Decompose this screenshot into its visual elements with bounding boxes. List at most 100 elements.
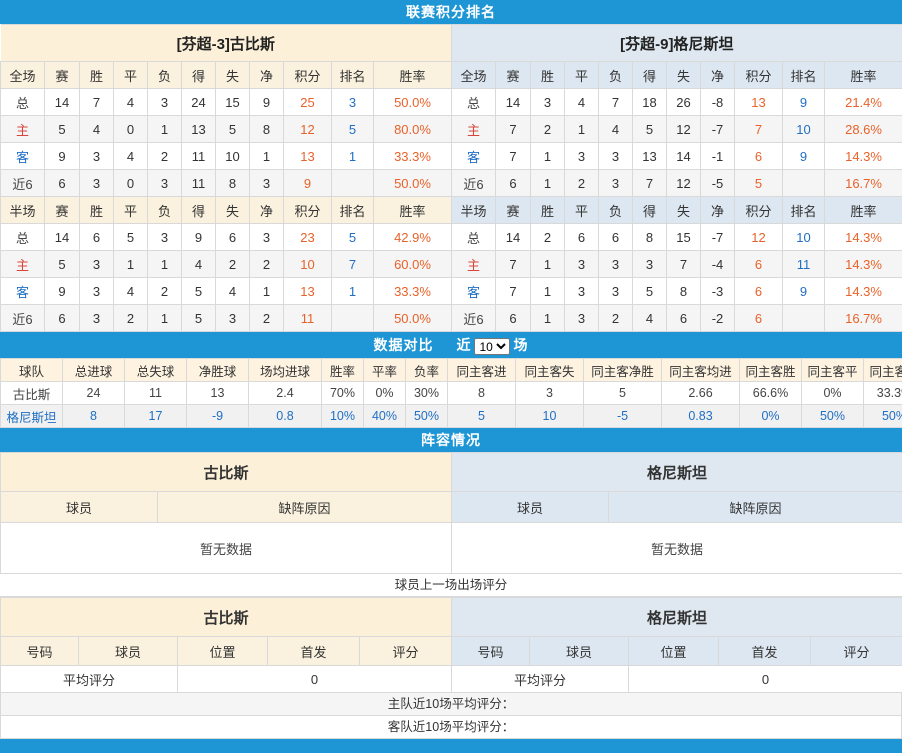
cell-loss: 1 — [148, 305, 182, 332]
cmp-cell: 0.8 — [249, 405, 322, 428]
col-header-draw: 平 — [565, 62, 599, 89]
recent-prefix-label: 近 — [456, 337, 471, 353]
cell-winrate: 14.3% — [825, 251, 902, 278]
cell-ga: 8 — [667, 278, 701, 305]
cmp-col-win-rate: 胜率 — [322, 359, 364, 382]
cmp-cell: -5 — [584, 405, 662, 428]
cell-winrate: 21.4% — [825, 89, 902, 116]
col-header-goal-diff: 净 — [701, 62, 735, 89]
cell-gd: 1 — [250, 278, 284, 305]
col-header-rank: 排名 — [783, 62, 825, 89]
cmp-col-team: 球队 — [1, 359, 63, 382]
col-header-goals-for: 得 — [633, 197, 667, 224]
cell-win: 3 — [80, 143, 114, 170]
cell-winrate: 14.3% — [825, 224, 902, 251]
cell-winrate: 50.0% — [374, 170, 452, 197]
ratings-away-avg-value: 0 — [629, 666, 902, 693]
rating-col-score: 评分 — [360, 637, 452, 666]
cell-loss: 3 — [148, 224, 182, 251]
cell-draw: 5 — [114, 224, 148, 251]
cmp-cell: 0% — [740, 405, 802, 428]
cell-ga: 6 — [216, 224, 250, 251]
cell-points: 13 — [284, 278, 332, 305]
cell-draw: 4 — [114, 278, 148, 305]
row-label: 总 — [452, 89, 496, 116]
cell-loss: 3 — [148, 89, 182, 116]
lineup-col-reason: 缺阵原因 — [609, 492, 902, 523]
table-row: 主 5 3 1 1 4 2 2 10 7 60.0% — [1, 251, 452, 278]
cell-loss: 1 — [148, 251, 182, 278]
cell-rank: 5 — [332, 116, 374, 143]
cmp-cell: 2.66 — [662, 382, 740, 405]
col-header-win: 胜 — [80, 197, 114, 224]
cell-gd: -2 — [701, 305, 735, 332]
cell-win: 7 — [80, 89, 114, 116]
cell-gf: 11 — [182, 170, 216, 197]
cell-played: 14 — [45, 224, 80, 251]
row-label: 总 — [1, 89, 45, 116]
cell-played: 9 — [45, 278, 80, 305]
rating-col-starter: 首发 — [268, 637, 360, 666]
row-label: 近6 — [1, 305, 45, 332]
lineup-home-column: 古比斯 球员 缺阵原因 暂无数据 — [0, 452, 451, 574]
recent-matches-select[interactable]: 10620 — [474, 338, 510, 355]
lineup-section-header: 阵容情况 — [0, 428, 902, 452]
away-full-header-row: 全场 赛 胜 平 负 得 失 净 积分 排名 胜率 — [452, 62, 902, 89]
cell-gd: 2 — [250, 251, 284, 278]
recent-matches-selector[interactable]: 近10620场 — [456, 337, 528, 353]
col-header-scope-half: 半场 — [452, 197, 496, 224]
cell-gf: 5 — [633, 116, 667, 143]
standings-section-title: 联赛积分排名 — [406, 4, 496, 20]
cell-ga: 26 — [667, 89, 701, 116]
row-label: 客 — [452, 143, 496, 170]
cell-gd: -8 — [701, 89, 735, 116]
lineup-away-column: 格尼斯坦 球员 缺阵原因 暂无数据 — [451, 452, 902, 574]
ratings-away-column: 格尼斯坦 号码 球员 位置 首发 评分 平均评分 0 — [451, 597, 902, 693]
cell-winrate: 60.0% — [374, 251, 452, 278]
cell-winrate: 28.6% — [825, 116, 902, 143]
table-row: 总 14 6 5 3 9 6 3 23 5 42.9% — [1, 224, 452, 251]
cell-rank: 3 — [332, 89, 374, 116]
cell-ga: 5 — [216, 116, 250, 143]
cmp-cell: 2.4 — [249, 382, 322, 405]
row-label: 近6 — [452, 170, 496, 197]
cell-points: 12 — [735, 224, 783, 251]
standings-section-header: 联赛积分排名 — [0, 0, 902, 24]
cmp-col-goal-diff: 净胜球 — [187, 359, 249, 382]
cell-rank — [332, 170, 374, 197]
ratings-away-avg-label: 平均评分 — [452, 666, 629, 693]
lineup-split: 古比斯 球员 缺阵原因 暂无数据 格尼斯坦 球员 缺阵原因 暂无数据 — [0, 452, 902, 574]
cell-loss: 3 — [599, 251, 633, 278]
row-label: 客 — [452, 278, 496, 305]
lineup-away-team-name: 格尼斯坦 — [452, 453, 902, 492]
col-header-points: 积分 — [284, 62, 332, 89]
cell-gd: -3 — [701, 278, 735, 305]
cell-rank: 10 — [783, 224, 825, 251]
cell-draw: 4 — [565, 89, 599, 116]
cmp-cell: 5 — [448, 405, 516, 428]
cell-gf: 7 — [633, 170, 667, 197]
cmp-cell: 0.83 — [662, 405, 740, 428]
away-recent-avg-rating: 客队近10场平均评分： — [0, 716, 902, 739]
rating-col-number: 号码 — [1, 637, 79, 666]
cell-points: 11 — [284, 305, 332, 332]
col-header-goals-for: 得 — [633, 62, 667, 89]
cell-played: 7 — [496, 251, 531, 278]
cell-points: 12 — [284, 116, 332, 143]
table-row: 主 7 2 1 4 5 12 -7 7 10 28.6% — [452, 116, 902, 143]
cell-draw: 3 — [565, 305, 599, 332]
ratings-split: 古比斯 号码 球员 位置 首发 评分 平均评分 0 格尼斯坦 号码 — [0, 597, 902, 693]
cmp-team-name: 格尼斯坦 — [1, 405, 63, 428]
cell-gd: -7 — [701, 116, 735, 143]
cell-winrate: 16.7% — [825, 305, 902, 332]
cell-draw: 0 — [114, 170, 148, 197]
cmp-col-ha-diff: 同主客净胜 — [584, 359, 662, 382]
last-match-rating-note: 球员上一场出场评分 — [0, 574, 902, 597]
cmp-cell: 3 — [516, 382, 584, 405]
table-row: 主 5 4 0 1 13 5 8 12 5 80.0% — [1, 116, 452, 143]
table-row: 格尼斯坦 8 17 -9 0.8 10% 40% 50% 5 10 -5 0.8… — [1, 405, 902, 428]
cmp-cell: -9 — [187, 405, 249, 428]
col-header-goals-against: 失 — [216, 197, 250, 224]
cell-rank: 9 — [783, 143, 825, 170]
cell-ga: 15 — [216, 89, 250, 116]
